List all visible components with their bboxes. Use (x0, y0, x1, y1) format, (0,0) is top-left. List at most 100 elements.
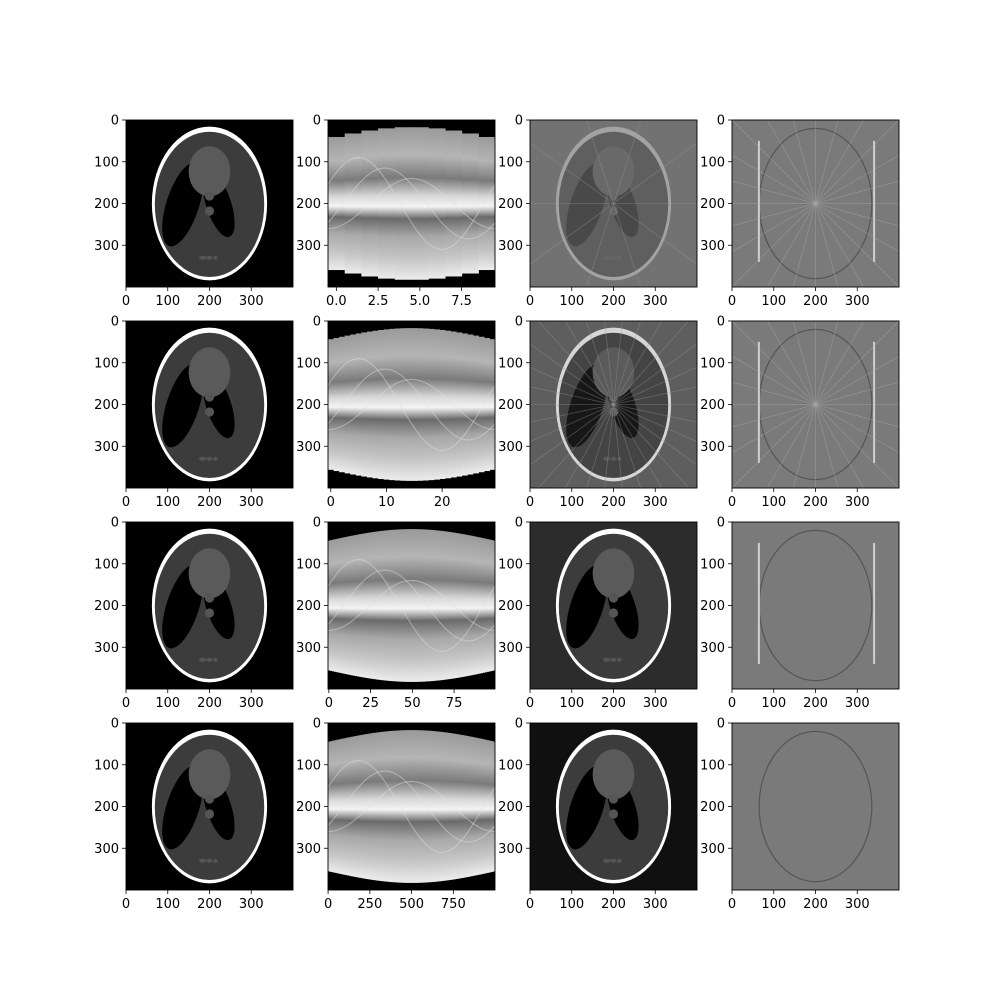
image-reconstruction (530, 723, 697, 890)
y-tick-label: 100 (94, 155, 119, 170)
y-tick-label: 200 (94, 197, 119, 212)
panel-r4c1: 0 100 200 300 0 100 200 300 (94, 717, 294, 912)
x-tick-label: 200 (197, 897, 222, 912)
y-tick-label: 200 (296, 197, 321, 212)
y-tick-label: 100 (700, 557, 725, 572)
x-tick-label: 300 (845, 495, 870, 510)
panel-r1c3: 0 100 200 300 0 100 200 300 (498, 114, 698, 309)
x-tick-label: 300 (643, 897, 668, 912)
x-tick-label: 100 (559, 696, 584, 711)
y-tick-label: 0 (111, 516, 119, 531)
x-tick-label: 0 (122, 696, 130, 711)
x-tick-label: 100 (559, 495, 584, 510)
x-tick-label: 100 (155, 294, 180, 309)
y-tick-label: 0 (111, 717, 119, 732)
y-tick-label: 100 (296, 356, 321, 371)
x-tick-label: 0 (526, 294, 534, 309)
panel-r4c4: 0 100 200 300 0 100 200 300 (700, 717, 900, 912)
x-tick-label: 300 (845, 294, 870, 309)
y-tick-label: 0 (313, 315, 321, 330)
x-tick-label: 0.0 (326, 294, 347, 309)
x-tick-label: 0 (324, 897, 332, 912)
y-tick-label: 200 (700, 398, 725, 413)
y-tick-label: 300 (498, 440, 523, 455)
y-tick-label: 100 (94, 557, 119, 572)
x-tick-label: 0 (728, 897, 736, 912)
x-tick-label: 300 (643, 294, 668, 309)
image-error (732, 321, 899, 488)
x-tick-label: 0 (728, 495, 736, 510)
image-sinogram (328, 522, 495, 689)
y-tick-label: 100 (700, 155, 725, 170)
image-phantom (126, 522, 293, 689)
x-tick-label: 500 (399, 897, 424, 912)
x-tick-label: 100 (761, 897, 786, 912)
y-tick-label: 0 (313, 516, 321, 531)
x-tick-label: 100 (155, 696, 180, 711)
y-tick-label: 300 (700, 641, 725, 656)
y-tick-label: 0 (313, 717, 321, 732)
panel-r3c4: 0 100 200 300 0 100 200 300 (700, 516, 900, 711)
image-phantom (126, 321, 293, 488)
y-tick-label: 300 (700, 842, 725, 857)
y-tick-label: 200 (296, 800, 321, 815)
x-tick-label: 5.0 (410, 294, 431, 309)
y-tick-label: 300 (296, 239, 321, 254)
x-tick-label: 250 (357, 897, 382, 912)
y-tick-label: 300 (296, 842, 321, 857)
x-tick-label: 0 (122, 294, 130, 309)
panel-r2c1: 0 100 200 300 0 100 200 300 (94, 315, 294, 510)
image-phantom (126, 120, 293, 287)
y-tick-label: 200 (700, 800, 725, 815)
y-tick-label: 200 (94, 599, 119, 614)
x-tick-label: 7.5 (451, 294, 472, 309)
x-tick-label: 200 (601, 495, 626, 510)
y-tick-label: 300 (498, 641, 523, 656)
y-tick-label: 0 (111, 114, 119, 129)
x-tick-label: 50 (404, 696, 421, 711)
image-reconstruction (530, 120, 697, 287)
image-reconstruction (530, 321, 697, 488)
y-tick-label: 200 (94, 800, 119, 815)
y-tick-label: 0 (515, 114, 523, 129)
x-tick-label: 75 (446, 696, 463, 711)
y-tick-label: 0 (515, 717, 523, 732)
image-reconstruction (530, 522, 697, 689)
y-tick-label: 100 (296, 155, 321, 170)
y-tick-label: 100 (94, 758, 119, 773)
y-tick-label: 100 (498, 356, 523, 371)
y-tick-label: 200 (498, 599, 523, 614)
y-tick-label: 100 (498, 758, 523, 773)
x-tick-label: 300 (643, 495, 668, 510)
x-tick-label: 300 (845, 696, 870, 711)
y-tick-label: 200 (498, 800, 523, 815)
y-tick-label: 100 (700, 758, 725, 773)
image-error (732, 120, 899, 287)
x-tick-label: 200 (803, 495, 828, 510)
x-tick-label: 100 (761, 294, 786, 309)
x-tick-label: 0 (122, 495, 130, 510)
x-tick-label: 100 (559, 897, 584, 912)
panel-r1c4: 0 100 200 300 0 100 200 300 (700, 114, 900, 309)
y-tick-label: 0 (717, 717, 725, 732)
panel-r3c2: 0 25 50 75 0 100 200 300 (296, 516, 496, 711)
y-tick-label: 100 (296, 758, 321, 773)
y-tick-label: 0 (515, 516, 523, 531)
y-tick-label: 0 (717, 114, 725, 129)
x-tick-label: 200 (601, 897, 626, 912)
y-tick-label: 200 (296, 398, 321, 413)
x-tick-label: 200 (197, 696, 222, 711)
panel-r2c4: 0 100 200 300 0 100 200 300 (700, 315, 900, 510)
x-tick-label: 200 (803, 696, 828, 711)
x-tick-label: 20 (434, 495, 451, 510)
image-error (732, 522, 899, 689)
panel-r2c3: 0 100 200 300 0 100 200 300 (498, 315, 698, 510)
x-tick-label: 0 (122, 897, 130, 912)
image-sinogram (328, 723, 495, 890)
y-tick-label: 200 (296, 599, 321, 614)
x-tick-label: 0 (526, 897, 534, 912)
y-tick-label: 200 (700, 599, 725, 614)
panel-r4c3: 0 100 200 300 0 100 200 300 (498, 717, 698, 912)
x-tick-label: 300 (845, 897, 870, 912)
